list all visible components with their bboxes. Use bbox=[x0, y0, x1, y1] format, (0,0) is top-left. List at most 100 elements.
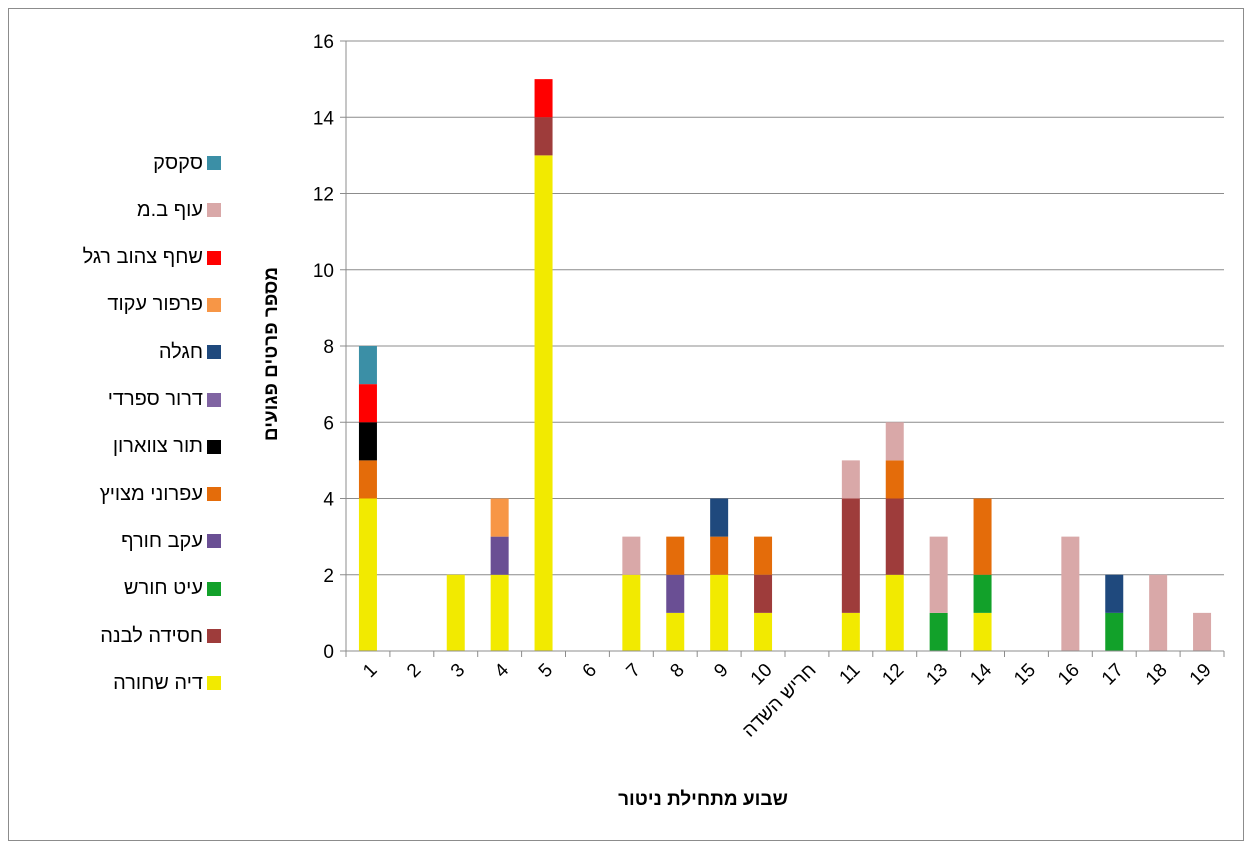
legend-swatch bbox=[207, 345, 221, 360]
y-tick-label: 12 bbox=[313, 185, 334, 206]
x-tick-label: 18 bbox=[1142, 660, 1172, 690]
bar-segment bbox=[754, 612, 773, 651]
legend-label: פרפור עקוד bbox=[107, 293, 203, 316]
legend-swatch bbox=[207, 487, 221, 502]
y-tick-labels: 0 2 4 6 8 10 12 14 16 bbox=[313, 32, 335, 663]
bar-segment bbox=[622, 536, 641, 575]
legend-label: דרור ספרדי bbox=[107, 388, 203, 410]
y-tick-label: 14 bbox=[313, 108, 335, 129]
bar-segment bbox=[534, 155, 553, 651]
axes bbox=[345, 41, 1225, 657]
legend-swatch bbox=[207, 676, 221, 691]
gridlines bbox=[340, 40, 1224, 652]
bar-segment bbox=[841, 612, 860, 651]
legend-label: תור צווארון bbox=[112, 435, 203, 458]
x-tick-label: 5 bbox=[535, 660, 557, 682]
bar-segment bbox=[666, 612, 685, 651]
legend-label: חגלה bbox=[158, 340, 203, 363]
legend-item: דרור ספרדי bbox=[108, 386, 221, 414]
bar-segment bbox=[534, 79, 553, 118]
bar-segment bbox=[885, 460, 904, 499]
x-tick-label: 15 bbox=[1010, 660, 1040, 690]
x-tick-label: 8 bbox=[666, 660, 688, 682]
bar-segment bbox=[534, 117, 553, 156]
x-tick-label: 11 bbox=[836, 660, 865, 689]
legend-item: חסידה לבנה bbox=[100, 622, 221, 650]
bar-segment bbox=[1061, 536, 1080, 651]
legend-swatch bbox=[207, 629, 221, 643]
legend-label: עיט חורש bbox=[123, 577, 203, 600]
bar-segment bbox=[446, 574, 465, 651]
legend-item: שחף צהוב רגל bbox=[83, 244, 221, 272]
bar-segment bbox=[666, 574, 685, 613]
x-tick-label: 7 bbox=[623, 660, 645, 682]
bars bbox=[358, 79, 1212, 651]
legend-swatch bbox=[207, 439, 221, 454]
legend-item: סקסק bbox=[153, 149, 221, 177]
legend-swatch bbox=[207, 250, 221, 265]
bar-segment bbox=[710, 574, 729, 651]
legend-swatch bbox=[207, 203, 221, 218]
legend-label: עוף ב.מ bbox=[136, 198, 203, 221]
legend-label: עפרוני מצויץ bbox=[99, 482, 203, 505]
legend-label: חסידה לבנה bbox=[100, 624, 203, 647]
bar-segment bbox=[622, 574, 641, 651]
y-tick-label: 6 bbox=[323, 413, 334, 434]
bar-segment bbox=[1105, 612, 1124, 651]
x-tick-label: 16 bbox=[1054, 660, 1084, 690]
y-tick-label: 10 bbox=[313, 261, 334, 282]
bar-segment bbox=[710, 498, 729, 537]
legend-label: סקסק bbox=[153, 151, 203, 174]
legend-item: תור צווארון bbox=[113, 433, 221, 461]
bar-segment bbox=[710, 536, 729, 575]
bar-segment bbox=[885, 498, 904, 575]
legend-item: חגלה bbox=[159, 338, 221, 366]
bar-segment bbox=[490, 574, 509, 651]
y-tick-label: 8 bbox=[323, 337, 334, 358]
bar-segment bbox=[885, 422, 904, 461]
y-axis-title: מספר פרטים פגועים bbox=[261, 267, 282, 441]
y-tick-label: 16 bbox=[313, 32, 334, 53]
x-tick-label: 9 bbox=[710, 660, 732, 682]
x-tick-label: 14 bbox=[966, 659, 996, 689]
bar-segment bbox=[358, 346, 377, 385]
legend-swatch bbox=[207, 297, 221, 312]
legend-swatch bbox=[207, 156, 221, 170]
bar-segment bbox=[1105, 574, 1124, 613]
legend-item: עיט חורש bbox=[124, 575, 221, 603]
x-tick-label: 19 bbox=[1186, 660, 1216, 690]
bar-segment bbox=[841, 498, 860, 613]
bar-segment bbox=[885, 574, 904, 651]
bar-segment bbox=[929, 612, 948, 651]
bar-segment bbox=[490, 536, 509, 575]
x-tick-label: 10 bbox=[747, 660, 777, 690]
x-tick-label: 4 bbox=[491, 659, 514, 682]
legend-swatch bbox=[207, 581, 221, 596]
x-tick-label: 17 bbox=[1098, 660, 1128, 690]
legend-item: דיה שחורה bbox=[113, 669, 221, 697]
bar-segment bbox=[841, 460, 860, 499]
bar-segment bbox=[1149, 574, 1168, 651]
y-tick-label: 0 bbox=[323, 642, 334, 663]
bar-segment bbox=[358, 384, 377, 423]
legend-swatch bbox=[207, 534, 221, 549]
x-tick-label: 3 bbox=[447, 660, 469, 682]
y-tick-label: 4 bbox=[323, 490, 334, 511]
bar-segment bbox=[929, 536, 948, 613]
x-tick-label: 12 bbox=[878, 660, 908, 690]
legend-label: עקב חורף bbox=[121, 529, 203, 552]
bar-segment bbox=[358, 422, 377, 461]
x-tick-label: 1 bbox=[359, 660, 381, 682]
legend-item: פרפור עקוד bbox=[107, 291, 221, 319]
legend-label: דיה שחורה bbox=[113, 671, 203, 694]
bar-segment bbox=[973, 612, 992, 651]
chart-frame: 0 2 4 6 8 10 12 14 16 1 2 3 4 5 6 7 8 9 10 חריש השדה 11 12 13… bbox=[8, 8, 1244, 841]
x-tick-label: 6 bbox=[579, 660, 601, 682]
bar-segment bbox=[358, 460, 377, 499]
legend-item: עקב חורף bbox=[121, 527, 221, 555]
bar-segment bbox=[754, 574, 773, 613]
bar-segment bbox=[490, 498, 509, 537]
x-tick-label: 2 bbox=[403, 660, 425, 682]
